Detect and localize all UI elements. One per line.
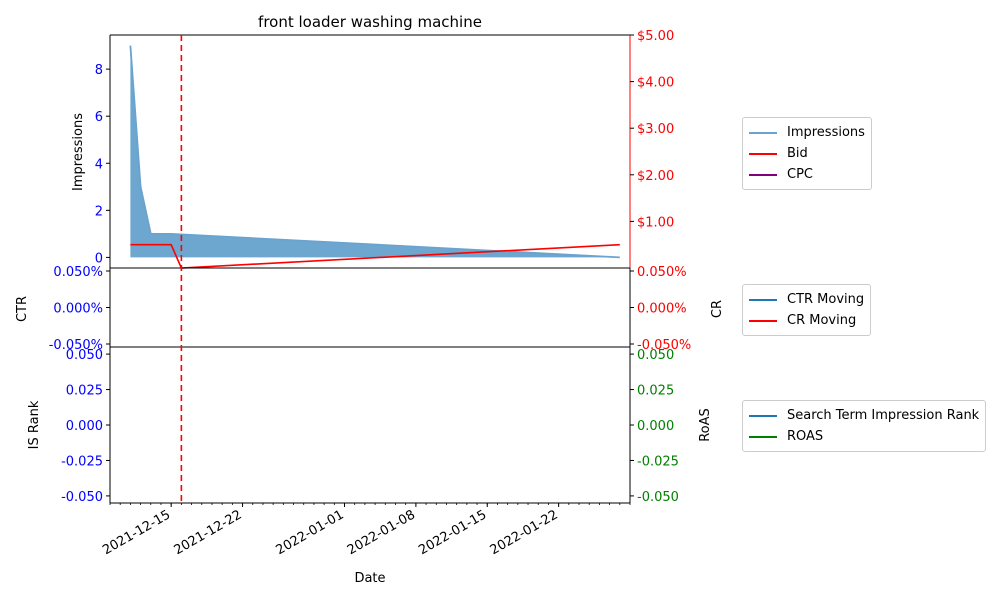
- top-ytick-right-3-label: $4.00: [637, 76, 674, 91]
- legend-swatch: [749, 298, 777, 301]
- legend-label: CPC: [787, 167, 813, 182]
- middle-ytick-right-2-label: 0.050%: [637, 265, 687, 280]
- bottom-ytick-0-label: -0.050: [61, 490, 103, 505]
- legend-middle: CTR Moving CR Moving: [742, 284, 872, 336]
- top-ytick-8-label: 8: [95, 63, 103, 78]
- top-panel: 0 2 4 6 8 $1.00 $2.00 $3.00 $4.00 $5.00 Impressi…: [71, 29, 674, 269]
- x-axis-label: Date: [354, 571, 385, 586]
- legend-label: Search Term Impression Rank: [787, 408, 980, 423]
- top-ytick-right-4-label: $5.00: [637, 29, 674, 44]
- legend-swatch: [749, 131, 777, 134]
- bottom-ytick-2-label: 0.000: [66, 419, 103, 434]
- legend-swatch: [749, 152, 777, 155]
- bottom-ytick-right-0-label: -0.050: [637, 490, 679, 505]
- middle-left-ticks: -0.050% 0.000% 0.050%: [49, 265, 110, 353]
- top-ytick-right-0-label: $1.00: [637, 215, 674, 230]
- top-right-ticks: $1.00 $2.00 $3.00 $4.00 $5.00: [630, 29, 674, 230]
- bid-line: [130, 243, 620, 269]
- legend-label: Impressions: [787, 125, 865, 140]
- middle-ytick-right-1-label: 0.000%: [637, 302, 687, 317]
- legend-swatch: [749, 173, 777, 176]
- legend-label: Bid: [787, 146, 808, 161]
- bottom-ytick-4-label: 0.050: [66, 348, 103, 363]
- xtick-label-0: 2021-12-15: [100, 507, 173, 558]
- legend-item-cpc: CPC: [749, 164, 865, 185]
- legend-item-search-term-impression-rank: Search Term Impression Rank: [749, 405, 979, 426]
- legend-bottom: Search Term Impression Rank ROAS: [742, 400, 987, 452]
- xtick-label-5: 2022-01-22: [488, 507, 561, 558]
- legend-label: CTR Moving: [787, 292, 865, 307]
- bottom-ytick-3-label: 0.025: [66, 384, 103, 399]
- top-ytick-0-label: 0: [95, 251, 103, 266]
- top-ytick-2-label: 2: [95, 204, 103, 219]
- legend-top: Impressions Bid CPC: [742, 117, 872, 190]
- impressions-area: [130, 45, 620, 258]
- legend-swatch: [749, 319, 777, 322]
- impressions-line: [129, 45, 620, 259]
- middle-ytick-0-label: -0.050%: [49, 338, 103, 353]
- legend-swatch: [749, 435, 777, 438]
- legend-swatch: [749, 414, 777, 417]
- top-ylabel: Impressions: [71, 113, 86, 191]
- xtick-label-2: 2022-01-01: [274, 507, 347, 558]
- top-ytick-6-label: 6: [95, 110, 103, 125]
- legend-item-ctr-moving: CTR Moving: [749, 289, 864, 310]
- bottom-left-ticks: -0.050 -0.025 0.000 0.025 0.050: [61, 348, 110, 505]
- bottom-right-ticks: -0.050 -0.025 0.000 0.025 0.050: [630, 348, 679, 505]
- bottom-ytick-1-label: -0.025: [61, 454, 103, 469]
- legend-item-roas: ROAS: [749, 426, 979, 447]
- bottom-ytick-right-1-label: -0.025: [637, 454, 679, 469]
- middle-ytick-1-label: 0.000%: [53, 302, 103, 317]
- xtick-label-1: 2021-12-22: [172, 507, 245, 558]
- chart-title: front loader washing machine: [258, 13, 482, 31]
- xtick-label-4: 2022-01-15: [416, 507, 489, 558]
- legend-label: CR Moving: [787, 313, 857, 328]
- middle-ytick-right-0-label: -0.050%: [637, 338, 691, 353]
- legend-item-impressions: Impressions: [749, 122, 865, 143]
- legend-item-cr-moving: CR Moving: [749, 310, 864, 331]
- top-ytick-4-label: 4: [95, 157, 103, 172]
- top-left-ticks: 0 2 4 6 8: [95, 63, 110, 266]
- top-ytick-right-2-label: $3.00: [637, 122, 674, 137]
- middle-right-ticks: -0.050% 0.000% 0.050%: [630, 265, 691, 353]
- middle-panel: -0.050%0.000%0.050% -0.050%0.000%0.050% …: [15, 265, 725, 353]
- middle-ylabel: CTR: [15, 296, 30, 322]
- middle-ytick-2-label: 0.050%: [53, 265, 103, 280]
- bottom-panel: -0.050 -0.025 0.000 0.025 0.050 -0.050 -0.025…: [27, 346, 713, 586]
- middle-ylabel-right: CR: [710, 300, 725, 318]
- bottom-ytick-right-3-label: 0.025: [637, 384, 674, 399]
- bottom-ytick-right-4-label: 0.050: [637, 348, 674, 363]
- legend-label: ROAS: [787, 429, 824, 444]
- legend-item-bid: Bid: [749, 143, 865, 164]
- bottom-ylabel-right: RoAS: [698, 408, 713, 442]
- bottom-ytick-right-2-label: 0.000: [637, 419, 674, 434]
- top-series-layer: [129, 45, 620, 269]
- top-ytick-right-1-label: $2.00: [637, 169, 674, 184]
- bottom-ylabel: IS Rank: [27, 400, 42, 449]
- xtick-label-3: 2022-01-08: [345, 507, 418, 558]
